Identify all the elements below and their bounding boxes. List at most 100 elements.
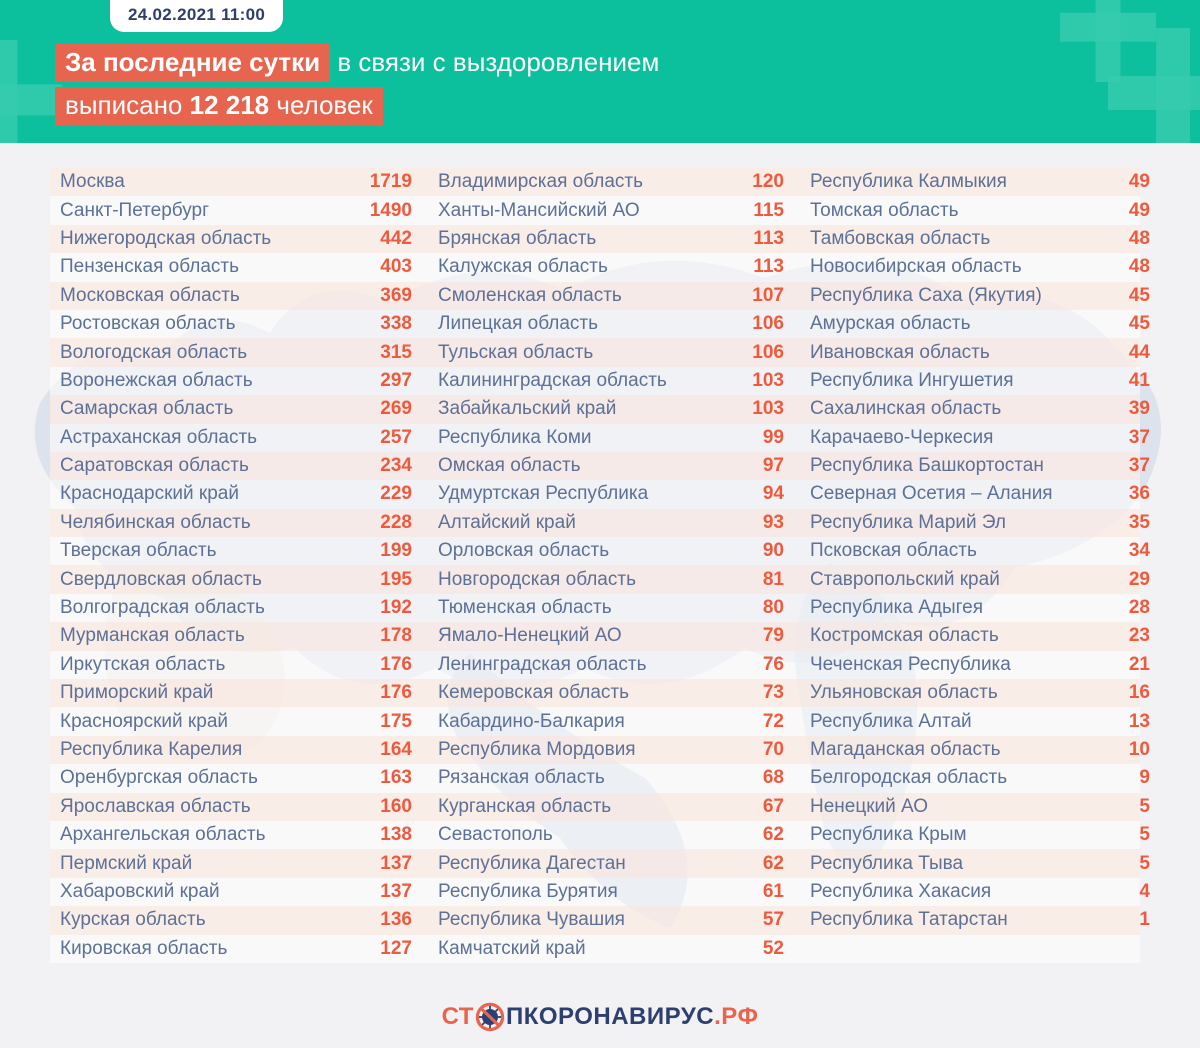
region-name: Карачаево-Черкесия: [810, 426, 994, 448]
region-value: 35: [1128, 511, 1150, 533]
region-value: 178: [380, 625, 412, 647]
region-name: Республика Ингушетия: [810, 369, 1014, 391]
region-value: 195: [380, 568, 412, 590]
table-row: Краснодарский край 229 Удмуртская Республи…: [50, 480, 1150, 509]
region-name: Ямало-Ненецкий АО: [438, 625, 622, 647]
region-name: Калининградская область: [438, 369, 667, 391]
region-value: 106: [752, 341, 784, 363]
region-name: Северная Осетия – Алания: [810, 483, 1053, 505]
region-name: Республика Карелия: [60, 739, 243, 760]
region-value: 62: [762, 852, 784, 874]
region-name: Орловская область: [438, 540, 610, 562]
table-row: Воронежская область 297 Калининградская об…: [50, 366, 1150, 396]
table-row: Оренбургская область 163 Рязанская область…: [50, 764, 1150, 793]
region-name: Вологодская область: [60, 341, 248, 363]
region-name: Республика Алтай: [810, 710, 972, 732]
region-name: Республика Калмыкия: [810, 171, 1007, 193]
region-name: Амурская область: [810, 313, 971, 335]
region-value: 99: [762, 426, 784, 448]
region-name: Ульяновская область: [810, 682, 998, 704]
region-value: 23: [1128, 625, 1150, 647]
region-value: 45: [1128, 313, 1150, 335]
region-value: 94: [762, 483, 784, 505]
table-row: Санкт-Петербург 1490 Ханты-Мансийский АО 11…: [50, 196, 1150, 225]
region-name: Рязанская область: [438, 767, 605, 789]
region-name: Псковская область: [810, 540, 977, 562]
region-name: Московская область: [60, 284, 240, 306]
region-value: 48: [1128, 227, 1150, 249]
region-name: Москва: [60, 171, 125, 193]
region-value: 269: [380, 398, 412, 420]
region-name: Пермский край: [60, 852, 193, 874]
region-name: Ивановская область: [810, 341, 990, 363]
region-value: 164: [380, 739, 412, 760]
region-name: Республика Коми: [438, 426, 592, 448]
region-name: Санкт-Петербург: [60, 199, 210, 221]
region-name: Свердловская область: [60, 568, 262, 590]
region-name: Сахалинская область: [810, 398, 1002, 420]
region-name: Республика Хакасия: [810, 880, 992, 902]
region-value: 72: [762, 710, 784, 732]
region-value: 34: [1128, 540, 1150, 562]
region-value: 70: [762, 739, 784, 760]
region-name: Владимирская область: [438, 171, 643, 193]
region-value: 1719: [369, 171, 412, 193]
table-row: Астраханская область 257 Республика Коми 99…: [50, 423, 1150, 452]
discharged-total: 12 218: [189, 90, 270, 120]
region-value: 442: [380, 227, 412, 249]
table-row: Иркутская область 176 Ленинградская област…: [50, 650, 1150, 680]
region-name: Архангельская область: [60, 824, 266, 846]
region-value: 176: [380, 682, 412, 704]
region-name: Ростовская область: [60, 313, 236, 335]
date-badge: 24.02.2021 11:00: [110, 0, 284, 32]
region-value: 103: [752, 369, 784, 391]
region-name: Омская область: [438, 455, 581, 477]
table-row: Ярославская область 160 Курганская область…: [50, 792, 1150, 821]
region-value: 297: [380, 369, 412, 391]
region-value: 37: [1128, 455, 1150, 477]
table-row: Челябинская область 228 Алтайский край 93 Ре…: [50, 508, 1150, 538]
region-name: Республика Адыгея: [810, 597, 983, 619]
footer: СТ ПКОРОНАВИРУС .РФ: [0, 995, 1200, 1039]
logo-text-pre: СТ: [441, 1003, 474, 1030]
region-name: Республика Тыва: [810, 852, 964, 874]
region-value: 113: [753, 256, 784, 278]
plus-decoration-icon: [1108, 28, 1200, 143]
region-name: Новосибирская область: [810, 256, 1022, 278]
region-name: Мурманская область: [60, 625, 245, 647]
region-value: 79: [762, 625, 784, 647]
region-name: Красноярский край: [60, 710, 228, 732]
region-name: Забайкальский край: [438, 398, 617, 420]
region-value: 1490: [369, 199, 412, 221]
logo-text-tld: .РФ: [714, 1003, 759, 1030]
region-name: Ленинградская область: [438, 653, 647, 675]
region-name: Магаданская область: [810, 739, 1001, 760]
region-name: Липецкая область: [438, 313, 599, 335]
table-row: Свердловская область 195 Новгородская обла…: [50, 565, 1150, 594]
region-value: 175: [380, 710, 412, 732]
table-row: Вологодская область 315 Тульская область 10…: [50, 338, 1150, 367]
table-row: Самарская область 269 Забайкальский край 10…: [50, 395, 1150, 424]
region-value: 73: [762, 682, 784, 704]
region-value: 10: [1128, 739, 1150, 760]
region-value: 176: [380, 653, 412, 675]
region-value: 90: [762, 540, 784, 562]
region-value: 338: [380, 313, 412, 335]
region-value: 163: [380, 767, 412, 789]
region-value: 127: [380, 937, 412, 959]
region-name: Томская область: [810, 199, 959, 221]
region-value: 39: [1128, 398, 1150, 420]
region-value: 13: [1128, 710, 1150, 732]
region-name: Удмуртская Республика: [438, 483, 649, 505]
region-value: 93: [762, 511, 784, 533]
table-row: Нижегородская область 442 Брянская область…: [50, 224, 1150, 254]
region-value: 136: [380, 909, 412, 931]
region-name: Камчатский край: [438, 937, 586, 959]
region-name: Кабардино-Балкария: [438, 710, 625, 732]
region-value: 103: [752, 398, 784, 420]
region-value: 229: [380, 483, 412, 505]
region-value: 115: [753, 199, 784, 221]
region-name: Астраханская область: [60, 426, 258, 448]
region-value: 16: [1128, 682, 1150, 704]
regions-table: Москва 1719 Владимирская область 120 Республ…: [50, 168, 1150, 963]
